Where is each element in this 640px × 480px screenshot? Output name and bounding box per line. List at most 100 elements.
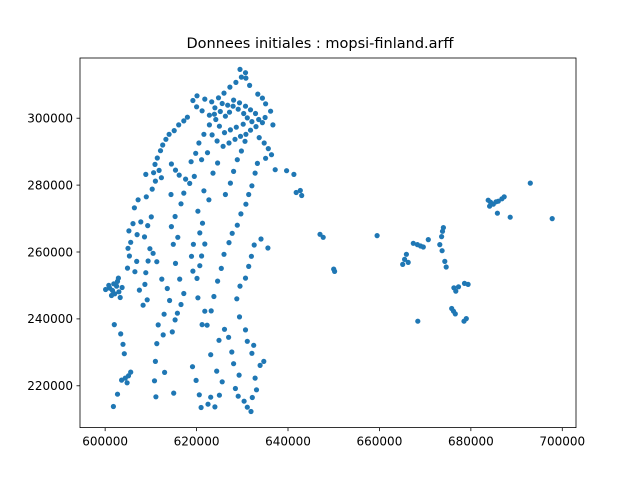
data-point xyxy=(128,369,134,375)
data-point xyxy=(507,214,513,220)
data-point xyxy=(226,140,232,146)
data-point xyxy=(549,216,555,222)
data-point xyxy=(222,191,228,198)
data-point xyxy=(118,331,124,337)
data-point xyxy=(243,201,249,207)
data-point xyxy=(238,211,244,217)
data-point xyxy=(161,311,167,317)
data-point xyxy=(251,242,257,248)
data-point xyxy=(259,120,265,126)
data-point xyxy=(261,358,267,364)
data-point xyxy=(166,131,172,137)
data-point xyxy=(120,341,126,347)
data-point xyxy=(145,223,151,229)
data-point xyxy=(190,268,196,274)
data-point xyxy=(265,146,271,152)
data-point xyxy=(243,131,249,137)
data-point xyxy=(160,332,166,338)
data-point xyxy=(405,259,411,265)
data-point xyxy=(242,275,249,281)
data-point xyxy=(143,171,149,177)
data-point xyxy=(172,317,178,323)
data-point xyxy=(249,350,255,356)
data-point xyxy=(198,404,204,411)
data-point xyxy=(246,191,252,198)
x-tick-label: 660000 xyxy=(357,435,403,449)
data-point xyxy=(236,372,242,378)
data-point xyxy=(208,394,214,400)
data-point xyxy=(240,121,246,127)
data-point xyxy=(244,404,250,410)
data-point xyxy=(263,155,269,161)
data-point xyxy=(494,210,500,216)
data-point xyxy=(103,286,109,293)
data-point xyxy=(138,219,144,225)
x-tick-label: 640000 xyxy=(265,435,311,449)
data-point xyxy=(201,188,207,194)
data-point xyxy=(247,127,254,133)
y-tick-label: 280000 xyxy=(27,178,73,192)
data-point xyxy=(237,66,243,72)
data-point xyxy=(229,349,235,355)
data-point xyxy=(153,394,159,400)
data-point xyxy=(206,112,212,118)
y-tick-label: 240000 xyxy=(27,312,73,326)
data-point xyxy=(501,194,507,200)
data-point xyxy=(201,131,207,137)
data-point xyxy=(226,334,232,340)
data-point xyxy=(151,170,157,176)
data-point xyxy=(487,203,493,209)
data-point xyxy=(152,161,158,167)
data-point xyxy=(211,293,217,300)
data-point xyxy=(126,228,132,234)
data-point xyxy=(156,167,162,173)
data-point xyxy=(253,124,259,130)
data-point xyxy=(205,401,211,407)
data-point xyxy=(160,142,166,148)
data-point xyxy=(209,132,215,138)
data-point xyxy=(216,123,222,129)
data-point xyxy=(178,301,184,308)
data-point xyxy=(172,167,179,173)
data-point xyxy=(150,250,156,256)
data-point xyxy=(193,377,199,383)
data-point xyxy=(231,168,237,174)
y-tick-label: 220000 xyxy=(27,379,73,393)
data-point xyxy=(242,327,249,333)
data-point xyxy=(162,369,168,375)
data-point xyxy=(297,187,303,194)
data-point xyxy=(172,260,179,266)
data-point xyxy=(249,394,255,401)
data-point xyxy=(136,287,142,293)
data-point xyxy=(171,390,177,396)
data-point xyxy=(221,90,227,96)
data-point xyxy=(270,122,276,128)
data-point xyxy=(111,281,117,287)
data-point xyxy=(220,143,226,149)
data-point xyxy=(231,361,237,367)
data-point xyxy=(244,338,250,344)
data-point xyxy=(212,404,218,410)
data-point xyxy=(212,105,218,111)
data-point xyxy=(237,133,244,139)
data-point xyxy=(449,305,455,312)
data-point xyxy=(199,220,206,226)
data-point xyxy=(190,241,196,247)
data-point xyxy=(215,95,222,101)
data-point xyxy=(148,214,154,220)
data-point xyxy=(141,234,148,240)
data-point xyxy=(193,150,199,156)
data-point xyxy=(455,284,462,290)
data-point xyxy=(177,276,183,282)
data-point xyxy=(164,285,170,292)
data-point xyxy=(425,237,431,243)
x-tick-label: 700000 xyxy=(539,435,585,449)
data-point xyxy=(332,268,338,274)
data-point xyxy=(130,221,136,227)
data-point xyxy=(374,233,380,239)
data-point xyxy=(402,256,408,262)
data-point xyxy=(202,96,208,102)
data-point xyxy=(117,294,123,301)
data-point xyxy=(257,362,263,368)
data-point xyxy=(188,159,194,165)
